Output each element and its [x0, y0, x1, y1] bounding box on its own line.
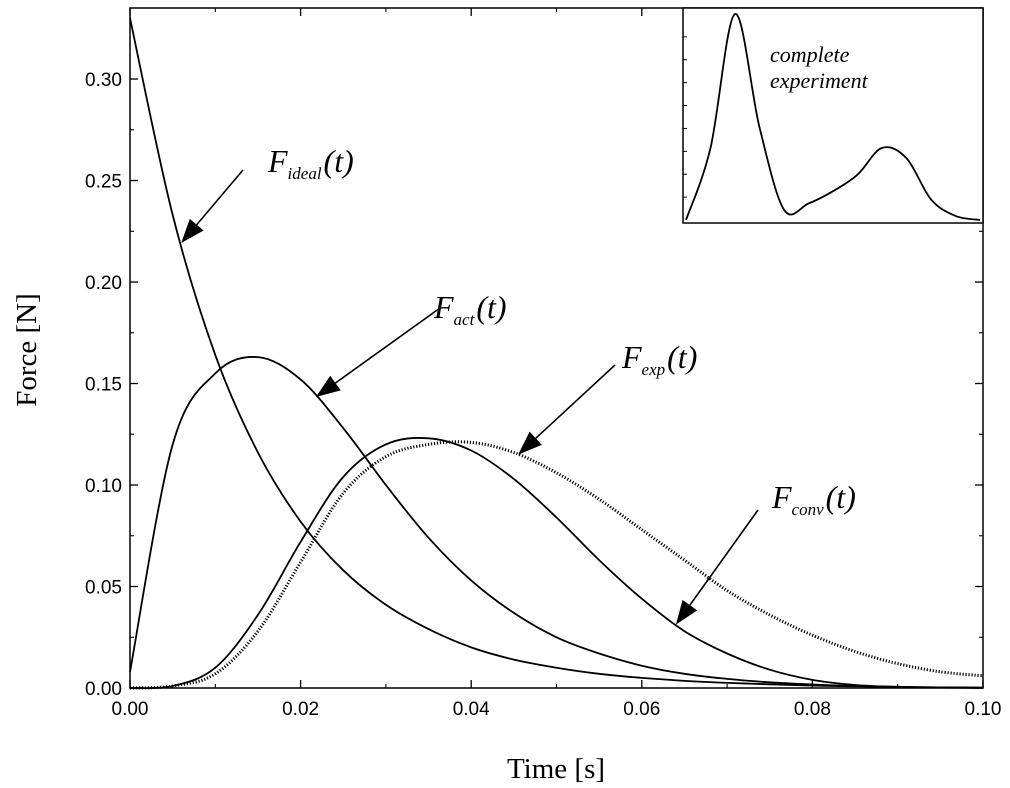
- y-tick-label: 0.25: [85, 172, 122, 193]
- x-tick-label: 0.08: [794, 699, 831, 720]
- arrow-shaft-f-ideal-t: [196, 169, 244, 226]
- arrow-shaft-f-act-t: [334, 307, 441, 384]
- x-tick-label: 0.10: [965, 699, 1002, 720]
- x-tick-label: 0.02: [282, 699, 319, 720]
- y-tick-label: 0.10: [85, 476, 122, 497]
- series-line-f-conv-t: [129, 437, 984, 690]
- y-tick-label: 0.15: [85, 375, 122, 396]
- y-axis-label: Force [N]: [11, 293, 43, 407]
- arrow-shaft-f-exp-t: [535, 364, 616, 439]
- arrow-head-f-act-t: [315, 375, 341, 398]
- annotation-f-act-t: Fact(t): [433, 289, 507, 329]
- y-tick-label: 0.00: [85, 679, 122, 700]
- y-tick-label: 0.20: [85, 273, 122, 294]
- arrow-shaft-f-conv-t: [689, 509, 759, 606]
- inset: complete experiment: [682, 7, 984, 224]
- inset-curve: [685, 13, 981, 221]
- arrow-head-f-exp-t: [518, 431, 542, 455]
- axis-ticks: 0.00 0.02 0.04 0.06 0.08 0.10 0.00 0.05 0.10 0.15…: [85, 8, 1001, 720]
- annotation-f-ideal-t: Fideal(t): [267, 143, 354, 183]
- arrow-head-f-ideal-t: [181, 218, 204, 244]
- inset-label-line1: complete: [770, 42, 850, 67]
- inset-label-line2: experiment: [770, 68, 869, 93]
- x-tick-label: 0.00: [112, 699, 149, 720]
- annotation-labels: Fideal(t) Fact(t) Fexp(t) Fconv(t): [267, 143, 856, 519]
- y-tick-label: 0.30: [85, 70, 122, 91]
- annotation-f-conv-t: Fconv(t): [771, 479, 856, 519]
- annotation-f-exp-t: Fexp(t): [621, 339, 697, 379]
- x-tick-label: 0.04: [453, 699, 490, 720]
- curves: [129, 17, 984, 690]
- annotation-arrows: [181, 169, 759, 625]
- x-tick-label: 0.06: [623, 699, 660, 720]
- inset-frame: [682, 7, 984, 224]
- x-axis-label: Time [s]: [507, 753, 605, 785]
- y-tick-label: 0.05: [85, 578, 122, 599]
- arrow-head-f-conv-t: [675, 599, 698, 625]
- inset-ticks: [683, 36, 687, 198]
- series-line-f-act-t: [129, 356, 984, 689]
